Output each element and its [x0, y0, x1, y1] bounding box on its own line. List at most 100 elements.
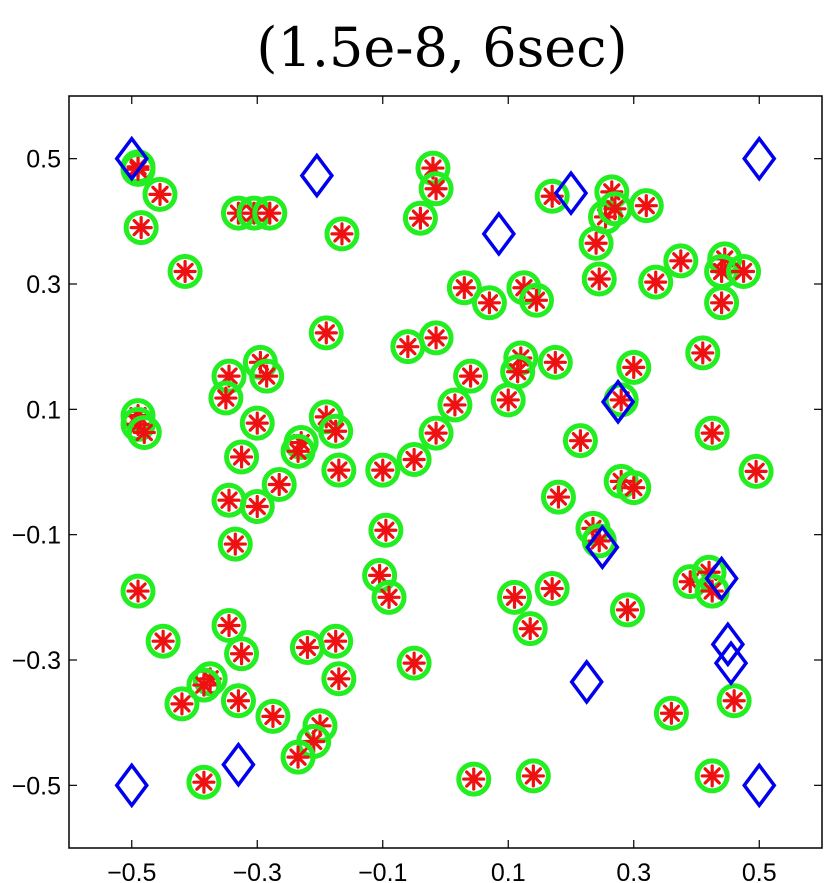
data-point-circle: [418, 415, 454, 451]
data-point-circle: [562, 423, 598, 459]
data-point-circle: [581, 261, 617, 297]
data-point-diamond: [481, 210, 517, 257]
data-point-circle: [694, 415, 730, 451]
data-point-circle: [726, 253, 762, 289]
data-point-circle: [453, 358, 489, 394]
data-point-diamond: [710, 621, 746, 668]
data-point-diamond: [299, 152, 335, 199]
data-point-circle: [390, 329, 426, 365]
data-point-circle: [616, 349, 652, 385]
data-point-circle: [716, 683, 752, 719]
data-point-circle: [365, 452, 401, 488]
data-point-circle: [167, 253, 203, 289]
data-point-circle: [738, 453, 774, 489]
data-point-circle: [396, 441, 432, 477]
data-point-diamond: [221, 741, 256, 788]
data-point-circle: [145, 623, 181, 659]
data-point-circle: [289, 629, 325, 665]
data-point-circle: [164, 686, 200, 722]
data-point-circle: [362, 557, 398, 593]
data-point-circle: [261, 467, 297, 503]
data-point-circle: [321, 452, 357, 488]
data-point-circle: [120, 573, 156, 609]
data-point-circle: [142, 176, 178, 212]
data-point-diamond: [114, 135, 149, 182]
data-point-circle: [368, 512, 404, 548]
data-point-circle: [704, 285, 740, 321]
data-point-circle: [471, 285, 507, 321]
data-point-circle: [211, 482, 247, 518]
data-point-circle: [685, 335, 721, 371]
y-tick-label: −0.3: [12, 647, 61, 675]
x-tick-label: −0.5: [107, 859, 156, 883]
data-point-circle: [224, 636, 260, 672]
data-point-circle: [490, 382, 526, 418]
data-point-circle: [249, 358, 285, 394]
data-point-diamond: [704, 555, 739, 602]
data-point-circle: [318, 413, 354, 449]
data-point-circle: [497, 579, 533, 615]
data-point-circle: [126, 415, 162, 451]
data-point-circle: [578, 225, 614, 261]
data-point-circle: [186, 764, 222, 800]
data-point-circle: [324, 216, 360, 252]
data-point-diamond: [742, 135, 777, 182]
data-point-circle: [418, 320, 454, 356]
data-point-circle: [220, 683, 256, 719]
data-point-diamond: [585, 524, 620, 571]
x-tick-label: −0.3: [233, 859, 282, 883]
data-point-circle: [318, 623, 354, 659]
data-point-circle: [540, 479, 576, 515]
data-point-circle: [211, 608, 247, 644]
data-point-circle: [371, 579, 407, 615]
data-point-circle: [694, 573, 730, 609]
data-point-circle: [396, 645, 432, 681]
data-point-circle: [515, 758, 551, 794]
data-point-diamond: [553, 170, 589, 217]
data-point-circle: [437, 387, 473, 423]
data-point-circle: [321, 661, 357, 697]
data-point-circle: [308, 315, 344, 351]
y-tick-label: 0.5: [26, 146, 61, 174]
data-point-diamond: [600, 378, 636, 425]
data-point-diamond: [742, 762, 777, 809]
data-point-diamond: [114, 762, 149, 809]
data-point-circle: [217, 526, 253, 562]
data-point-circle: [537, 344, 573, 380]
data-point-circle: [663, 243, 699, 279]
data-point-circle: [239, 488, 275, 524]
data-point-circle: [653, 695, 689, 731]
data-point-circle: [239, 405, 275, 441]
data-point-circle: [500, 354, 536, 390]
data-point-circle: [512, 611, 548, 647]
x-tick-label: 0.3: [616, 859, 651, 883]
data-point-circle: [638, 264, 674, 300]
chart-title: (1.5e-8, 6sec): [256, 16, 627, 79]
data-point-circle: [628, 188, 664, 224]
y-tick-label: 0.1: [26, 396, 61, 424]
data-point-circle: [186, 667, 222, 703]
x-tick-label: 0.1: [491, 859, 526, 883]
data-point-circle: [694, 758, 730, 794]
x-tick-label: 0.5: [742, 859, 777, 883]
data-point-circle: [402, 200, 438, 236]
data-point-circle: [415, 150, 451, 186]
data-point-circle: [123, 210, 159, 246]
data-point-circle: [280, 433, 316, 469]
data-point-circle: [252, 195, 288, 231]
data-point-circle: [208, 380, 244, 416]
x-tick-label: −0.1: [358, 859, 407, 883]
data-point-circle: [418, 171, 454, 207]
data-point-diamond: [713, 640, 749, 687]
data-point-circle: [597, 191, 633, 227]
plot-markers: [114, 135, 777, 809]
data-point-circle: [534, 571, 570, 607]
data-point-circle: [609, 592, 645, 628]
data-point-circle: [280, 739, 316, 775]
data-point-circle: [224, 439, 260, 475]
y-tick-label: 0.3: [26, 271, 61, 299]
data-point-circle: [456, 761, 492, 797]
data-point-circle: [616, 470, 652, 506]
y-tick-label: −0.5: [12, 772, 61, 800]
